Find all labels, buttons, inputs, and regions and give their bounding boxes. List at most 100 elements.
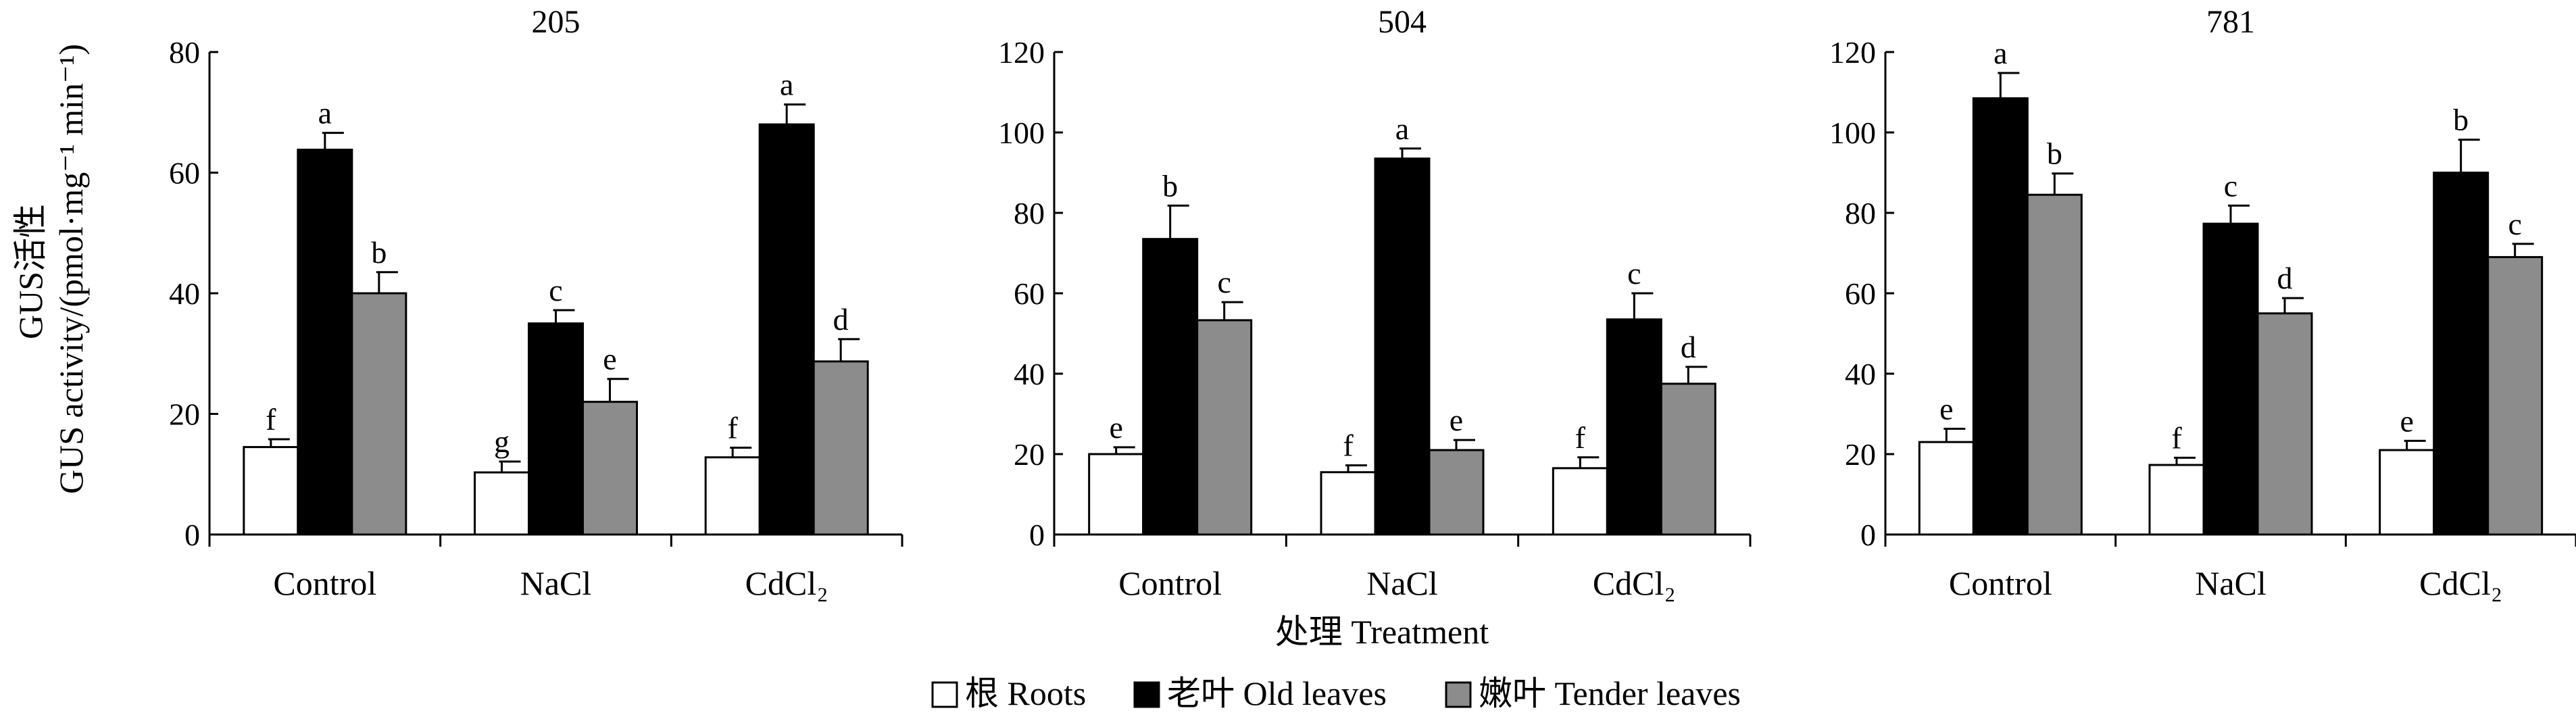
legend-label-roots: 根 Roots	[965, 674, 1086, 712]
panel-781-significance-letter: b	[2453, 103, 2469, 137]
panel-781-significance-letter: a	[1993, 36, 2007, 70]
panel-205-significance-letter: b	[371, 235, 387, 270]
panel-205-y-tick-label: 20	[169, 397, 200, 432]
panel-781-significance-letter: e	[2400, 403, 2413, 438]
panel-781-y-tick-label: 80	[1845, 196, 1876, 230]
panel-205-significance-letter: a	[780, 68, 793, 102]
panel-781-y-tick-label: 20	[1845, 437, 1876, 472]
panel-504-y-tick-label: 120	[998, 35, 1045, 70]
panel-781-bar-old-leaves	[2202, 222, 2259, 536]
panel-781-y-tick-label: 40	[1845, 357, 1876, 391]
panel-205-significance-letter: c	[549, 273, 562, 307]
panel-781-bar-roots	[1918, 441, 1975, 536]
panel-205-significance-letter: a	[318, 96, 332, 130]
panel-504-significance-letter: c	[1217, 265, 1231, 299]
panel-205-bar-old-leaves	[297, 149, 353, 536]
panel-205-category-label: Control	[273, 564, 376, 602]
panel-504-bar-roots	[1320, 471, 1377, 536]
panel-781-category-label: Control	[1949, 564, 2052, 602]
legend: 根 Roots 老叶 Old leaves 嫩叶 Tender leaves	[931, 674, 1741, 712]
y-axis-title-line1: GUS活性	[11, 204, 49, 339]
panel-781-bar-tender-leaves	[2026, 193, 2083, 536]
chart-panels: 0 20 40 60 80 205 Control NaCl CdCl₂ f g f a c a b e d 0 20…	[169, 4, 2576, 602]
panel-504-category-label: Control	[1118, 564, 1222, 602]
panel-504-y-tick-label: 40	[1014, 357, 1045, 391]
panel-504-bar-tender-leaves	[1196, 319, 1253, 536]
panel-504-bar-roots	[1088, 453, 1145, 536]
panel-205-bar-roots	[243, 446, 299, 536]
panel-205-bar-tender-leaves	[582, 401, 638, 536]
panel-781-y-tick-label: 0	[1860, 518, 1876, 552]
panel-781: 0 20 40 60 80 100 120 781 Control NaCl CdCl₂ e f e a c b…	[1829, 4, 2576, 602]
panel-504-bar-roots	[1552, 467, 1608, 536]
panel-504-significance-letter: e	[1109, 410, 1122, 445]
panel-205-category-label: NaCl	[520, 564, 592, 602]
panel-205-y-tick-label: 0	[184, 518, 200, 552]
panel-504-significance-letter: f	[1343, 428, 1354, 463]
panel-205-y-tick-label: 60	[169, 156, 200, 191]
panel-781-significance-letter: f	[2171, 420, 2182, 455]
panel-781-significance-letter: d	[2277, 261, 2293, 295]
panel-504-y-tick-label: 60	[1014, 276, 1045, 311]
panel-504-title: 504	[1378, 4, 1427, 40]
panel-504-category-label: CdCl₂	[1593, 564, 1676, 602]
legend-swatch-roots	[931, 681, 958, 708]
panel-781-y-tick-label: 120	[1829, 35, 1876, 70]
panel-504-y-tick-label: 0	[1029, 518, 1045, 552]
panel-205-bar-old-leaves	[758, 123, 815, 536]
panel-504-significance-letter: f	[1575, 420, 1586, 455]
panel-205: 0 20 40 60 80 205 Control NaCl CdCl₂ f g f a c a b e d	[169, 4, 903, 602]
panel-504-category-label: NaCl	[1366, 564, 1438, 602]
panel-205-bar-tender-leaves	[351, 292, 407, 536]
panel-504-bar-old-leaves	[1606, 318, 1662, 536]
panel-504-bar-tender-leaves	[1428, 449, 1485, 536]
x-axis-title: 处理 Treatment	[1275, 613, 1489, 651]
panel-205-bar-roots	[704, 456, 761, 536]
panel-781-bar-roots	[2379, 449, 2435, 536]
panel-781-significance-letter: e	[1939, 392, 1953, 426]
panel-781-significance-letter: c	[2224, 168, 2237, 203]
panel-205-bar-tender-leaves	[812, 360, 869, 536]
panel-504-significance-letter: e	[1450, 403, 1463, 437]
legend-swatch-old-leaves	[1133, 681, 1160, 708]
panel-781-y-tick-label: 100	[1829, 116, 1876, 150]
legend-swatch-tender-leaves	[1445, 681, 1472, 708]
panel-504-bar-tender-leaves	[1660, 382, 1716, 536]
panel-504-y-tick-label: 80	[1014, 196, 1045, 230]
y-axis-title-line2: GUS activity/(pmol·mg⁻¹ min⁻¹)	[52, 44, 90, 494]
panel-504-bar-old-leaves	[1374, 157, 1431, 536]
panel-781-bar-tender-leaves	[2256, 312, 2313, 536]
panel-205-significance-letter: f	[728, 410, 739, 445]
panel-205-y-tick-label: 80	[169, 35, 200, 70]
legend-label-old-leaves: 老叶 Old leaves	[1167, 674, 1387, 712]
panel-781-bar-roots	[2148, 464, 2205, 536]
panel-781-category-label: CdCl₂	[2419, 564, 2502, 602]
panel-504: 0 20 40 60 80 100 120 504 Control NaCl CdCl₂ e f f b a c…	[998, 4, 1752, 602]
panel-504-y-tick-label: 100	[998, 116, 1045, 150]
panel-781-significance-letter: c	[2508, 207, 2521, 241]
panel-781-category-label: NaCl	[2195, 564, 2267, 602]
panel-504-significance-letter: b	[1162, 168, 1178, 203]
panel-205-significance-letter: g	[494, 424, 510, 459]
panel-781-bar-old-leaves	[1972, 97, 2029, 536]
panel-205-significance-letter: e	[603, 342, 616, 376]
panel-781-bar-old-leaves	[2433, 172, 2490, 536]
panel-781-y-tick-label: 60	[1845, 276, 1876, 311]
panel-205-bar-old-leaves	[528, 322, 584, 536]
panel-205-title: 205	[532, 4, 580, 40]
panel-504-significance-letter: c	[1627, 256, 1641, 291]
panel-205-category-label: CdCl₂	[745, 564, 828, 602]
panel-205-significance-letter: f	[266, 402, 276, 437]
legend-label-tender-leaves: 嫩叶 Tender leaves	[1479, 674, 1741, 712]
panel-205-significance-letter: d	[833, 302, 849, 337]
panel-205-bar-roots	[474, 471, 530, 536]
panel-781-significance-letter: b	[2047, 137, 2062, 171]
panel-504-y-tick-label: 20	[1014, 437, 1045, 472]
panel-205-y-tick-label: 40	[169, 276, 200, 311]
panel-504-bar-old-leaves	[1142, 238, 1199, 536]
panel-781-bar-tender-leaves	[2487, 255, 2544, 536]
panel-504-significance-letter: d	[1681, 330, 1696, 364]
panel-504-significance-letter: a	[1395, 111, 1409, 146]
panel-781-title: 781	[2206, 4, 2255, 40]
